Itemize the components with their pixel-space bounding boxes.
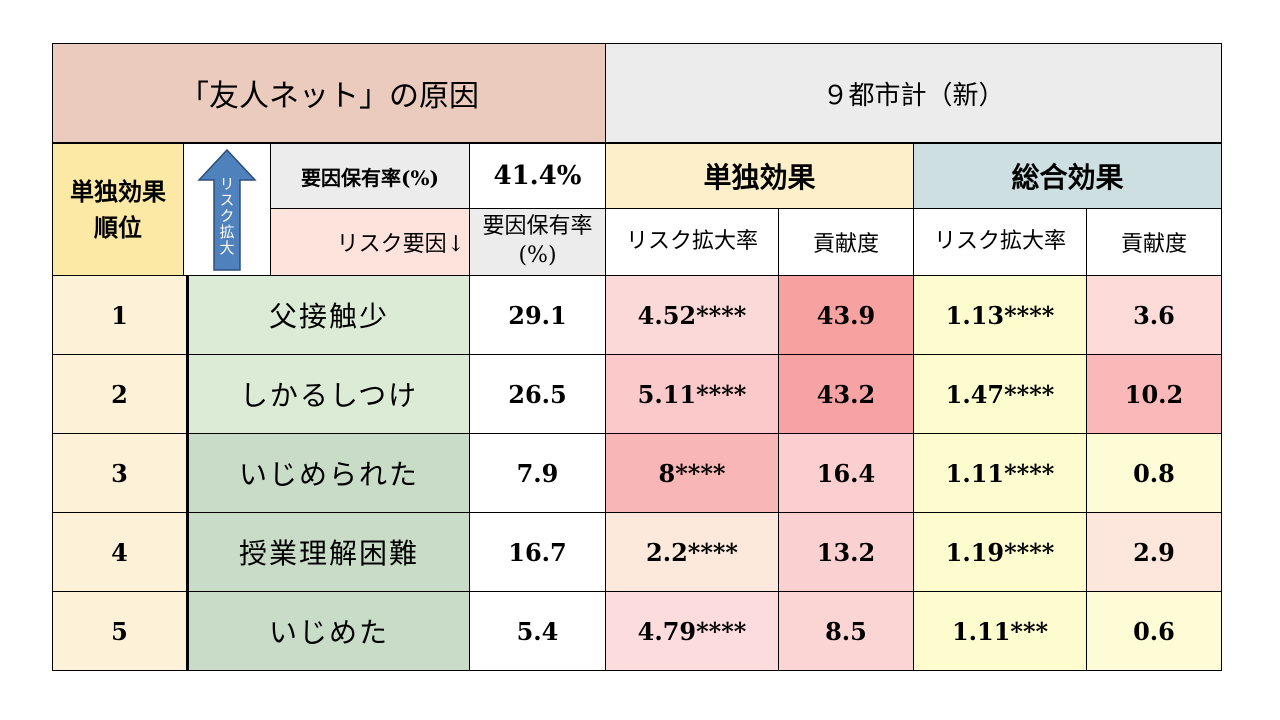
rank-cell: 4 — [52, 512, 188, 592]
rate-cell: 29.1 — [469, 275, 606, 355]
rate-cell: 16.7 — [469, 512, 606, 592]
single-contrib-cell: 16.4 — [778, 433, 914, 513]
single-ratio-cell: 5.11**** — [605, 354, 779, 434]
rate-cell: 26.5 — [469, 354, 606, 434]
single-contrib-cell: 8.5 — [778, 591, 914, 671]
single-ratio-cell: 4.79**** — [605, 591, 779, 671]
total-effect-header: 総合効果 — [913, 143, 1222, 209]
total-contrib-cell: 3.6 — [1086, 275, 1222, 355]
rank-header-text: 単独効果順位 — [70, 176, 166, 242]
overall-rate: 41.4% — [469, 143, 606, 209]
factor-cell: 授業理解困難 — [187, 512, 470, 592]
rank-cell: 2 — [52, 354, 188, 434]
col-total-risk-ratio-text: リスク拡大率 — [933, 228, 1066, 254]
col-factor-rate: 要因保有率(%) — [469, 208, 606, 276]
single-ratio-cell: 4.52**** — [605, 275, 779, 355]
factor-cell: いじめられた — [187, 433, 470, 513]
risk-arrow-box: リスク拡大 — [183, 143, 271, 276]
rate-cell: 7.9 — [469, 433, 606, 513]
total-ratio-cell: 1.11*** — [913, 591, 1087, 671]
rank-header: 単独効果順位 — [52, 143, 184, 276]
single-effect-header: 単独効果 — [605, 143, 914, 209]
risk-factor-label: リスク要因↓ — [270, 208, 470, 276]
factor-cell: 父接触少 — [187, 275, 470, 355]
total-ratio-cell: 1.19**** — [913, 512, 1087, 592]
total-contrib-cell: 0.8 — [1086, 433, 1222, 513]
single-ratio-cell: 8**** — [605, 433, 779, 513]
col-single-contribution: 貢献度 — [778, 208, 914, 276]
factor-cell: いじめた — [187, 591, 470, 671]
total-ratio-cell: 1.47**** — [913, 354, 1087, 434]
col-total-contribution: 貢献度 — [1086, 208, 1222, 276]
col-single-risk-ratio-text: リスク拡大率 — [625, 228, 758, 254]
col-total-risk-ratio: リスク拡大率 — [913, 208, 1087, 276]
table-title: 「友人ネット」の原因 — [52, 43, 606, 143]
rank-cell: 1 — [52, 275, 188, 355]
total-contrib-cell: 10.2 — [1086, 354, 1222, 434]
single-contrib-cell: 43.2 — [778, 354, 914, 434]
col-factor-rate-text: 要因保有率(%) — [482, 214, 593, 268]
risk-arrow-label: リスク拡大 — [217, 176, 236, 256]
up-arrow-icon — [197, 148, 257, 271]
rate-cell: 5.4 — [469, 591, 606, 671]
rank-cell: 5 — [52, 591, 188, 671]
factor-rate-label: 要因保有率(%) — [270, 143, 470, 209]
single-contrib-cell: 13.2 — [778, 512, 914, 592]
total-contrib-cell: 2.9 — [1086, 512, 1222, 592]
region-header: ９都市計（新） — [605, 43, 1222, 143]
factor-cell: しかるしつけ — [187, 354, 470, 434]
total-ratio-cell: 1.11**** — [913, 433, 1087, 513]
single-ratio-cell: 2.2**** — [605, 512, 779, 592]
total-ratio-cell: 1.13**** — [913, 275, 1087, 355]
total-contrib-cell: 0.6 — [1086, 591, 1222, 671]
rank-cell: 3 — [52, 433, 188, 513]
single-contrib-cell: 43.9 — [778, 275, 914, 355]
col-single-risk-ratio: リスク拡大率 — [605, 208, 779, 276]
